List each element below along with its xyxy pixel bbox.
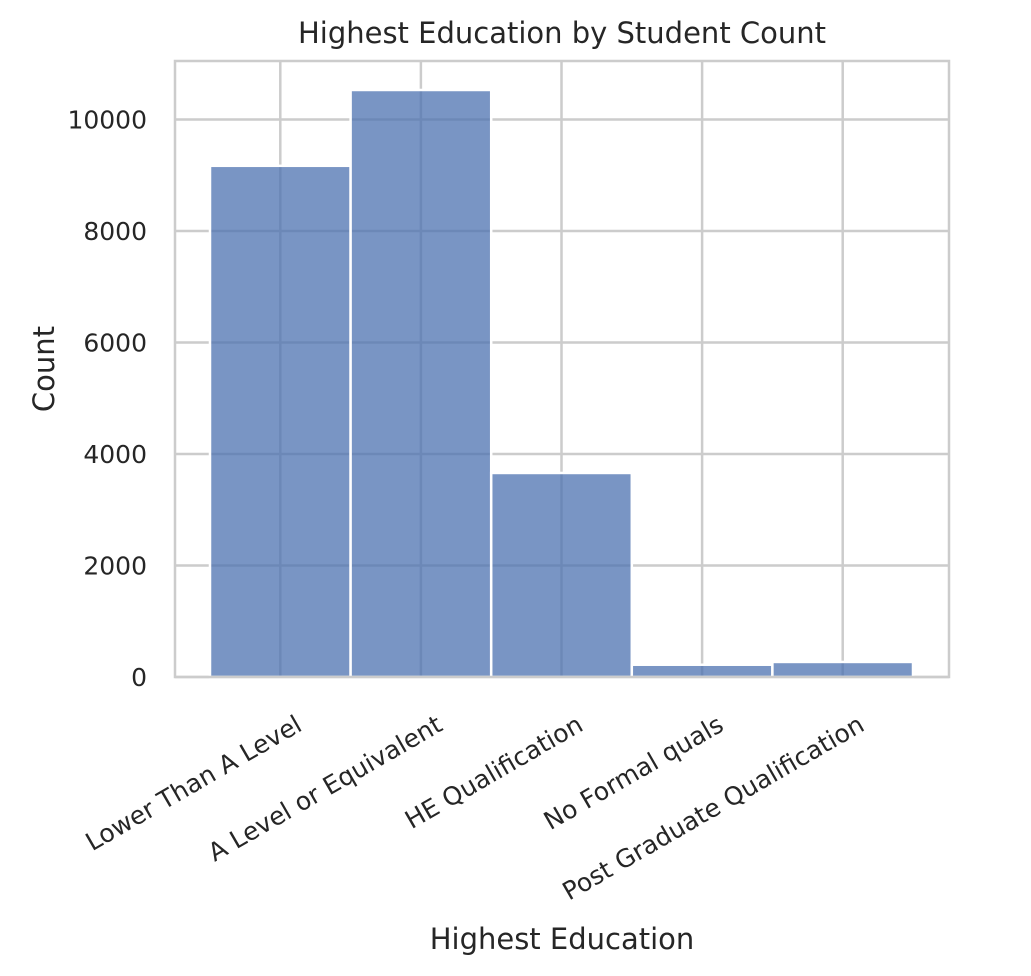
y-tick-label: 6000 [83,329,147,358]
bar [208,164,352,679]
y-tick-label: 8000 [83,217,147,246]
y-tick-label: 10000 [67,106,147,135]
y-tick-label: 2000 [83,552,147,581]
y-tick-label: 4000 [83,440,147,469]
bars [208,88,915,679]
y-axis-ticks: 0 2000 4000 6000 8000 10000 [67,106,147,692]
chart-title: Highest Education by Student Count [298,16,826,50]
x-axis-title: Highest Education [430,922,695,956]
plot-frame [173,59,951,679]
bar [489,471,634,679]
y-axis-title: Count [27,326,61,412]
x-tick-label: A Level or Equivalent [203,709,447,867]
bar [349,88,493,679]
y-tick-label: 0 [131,663,147,692]
bar [630,663,774,679]
bar [771,660,915,679]
